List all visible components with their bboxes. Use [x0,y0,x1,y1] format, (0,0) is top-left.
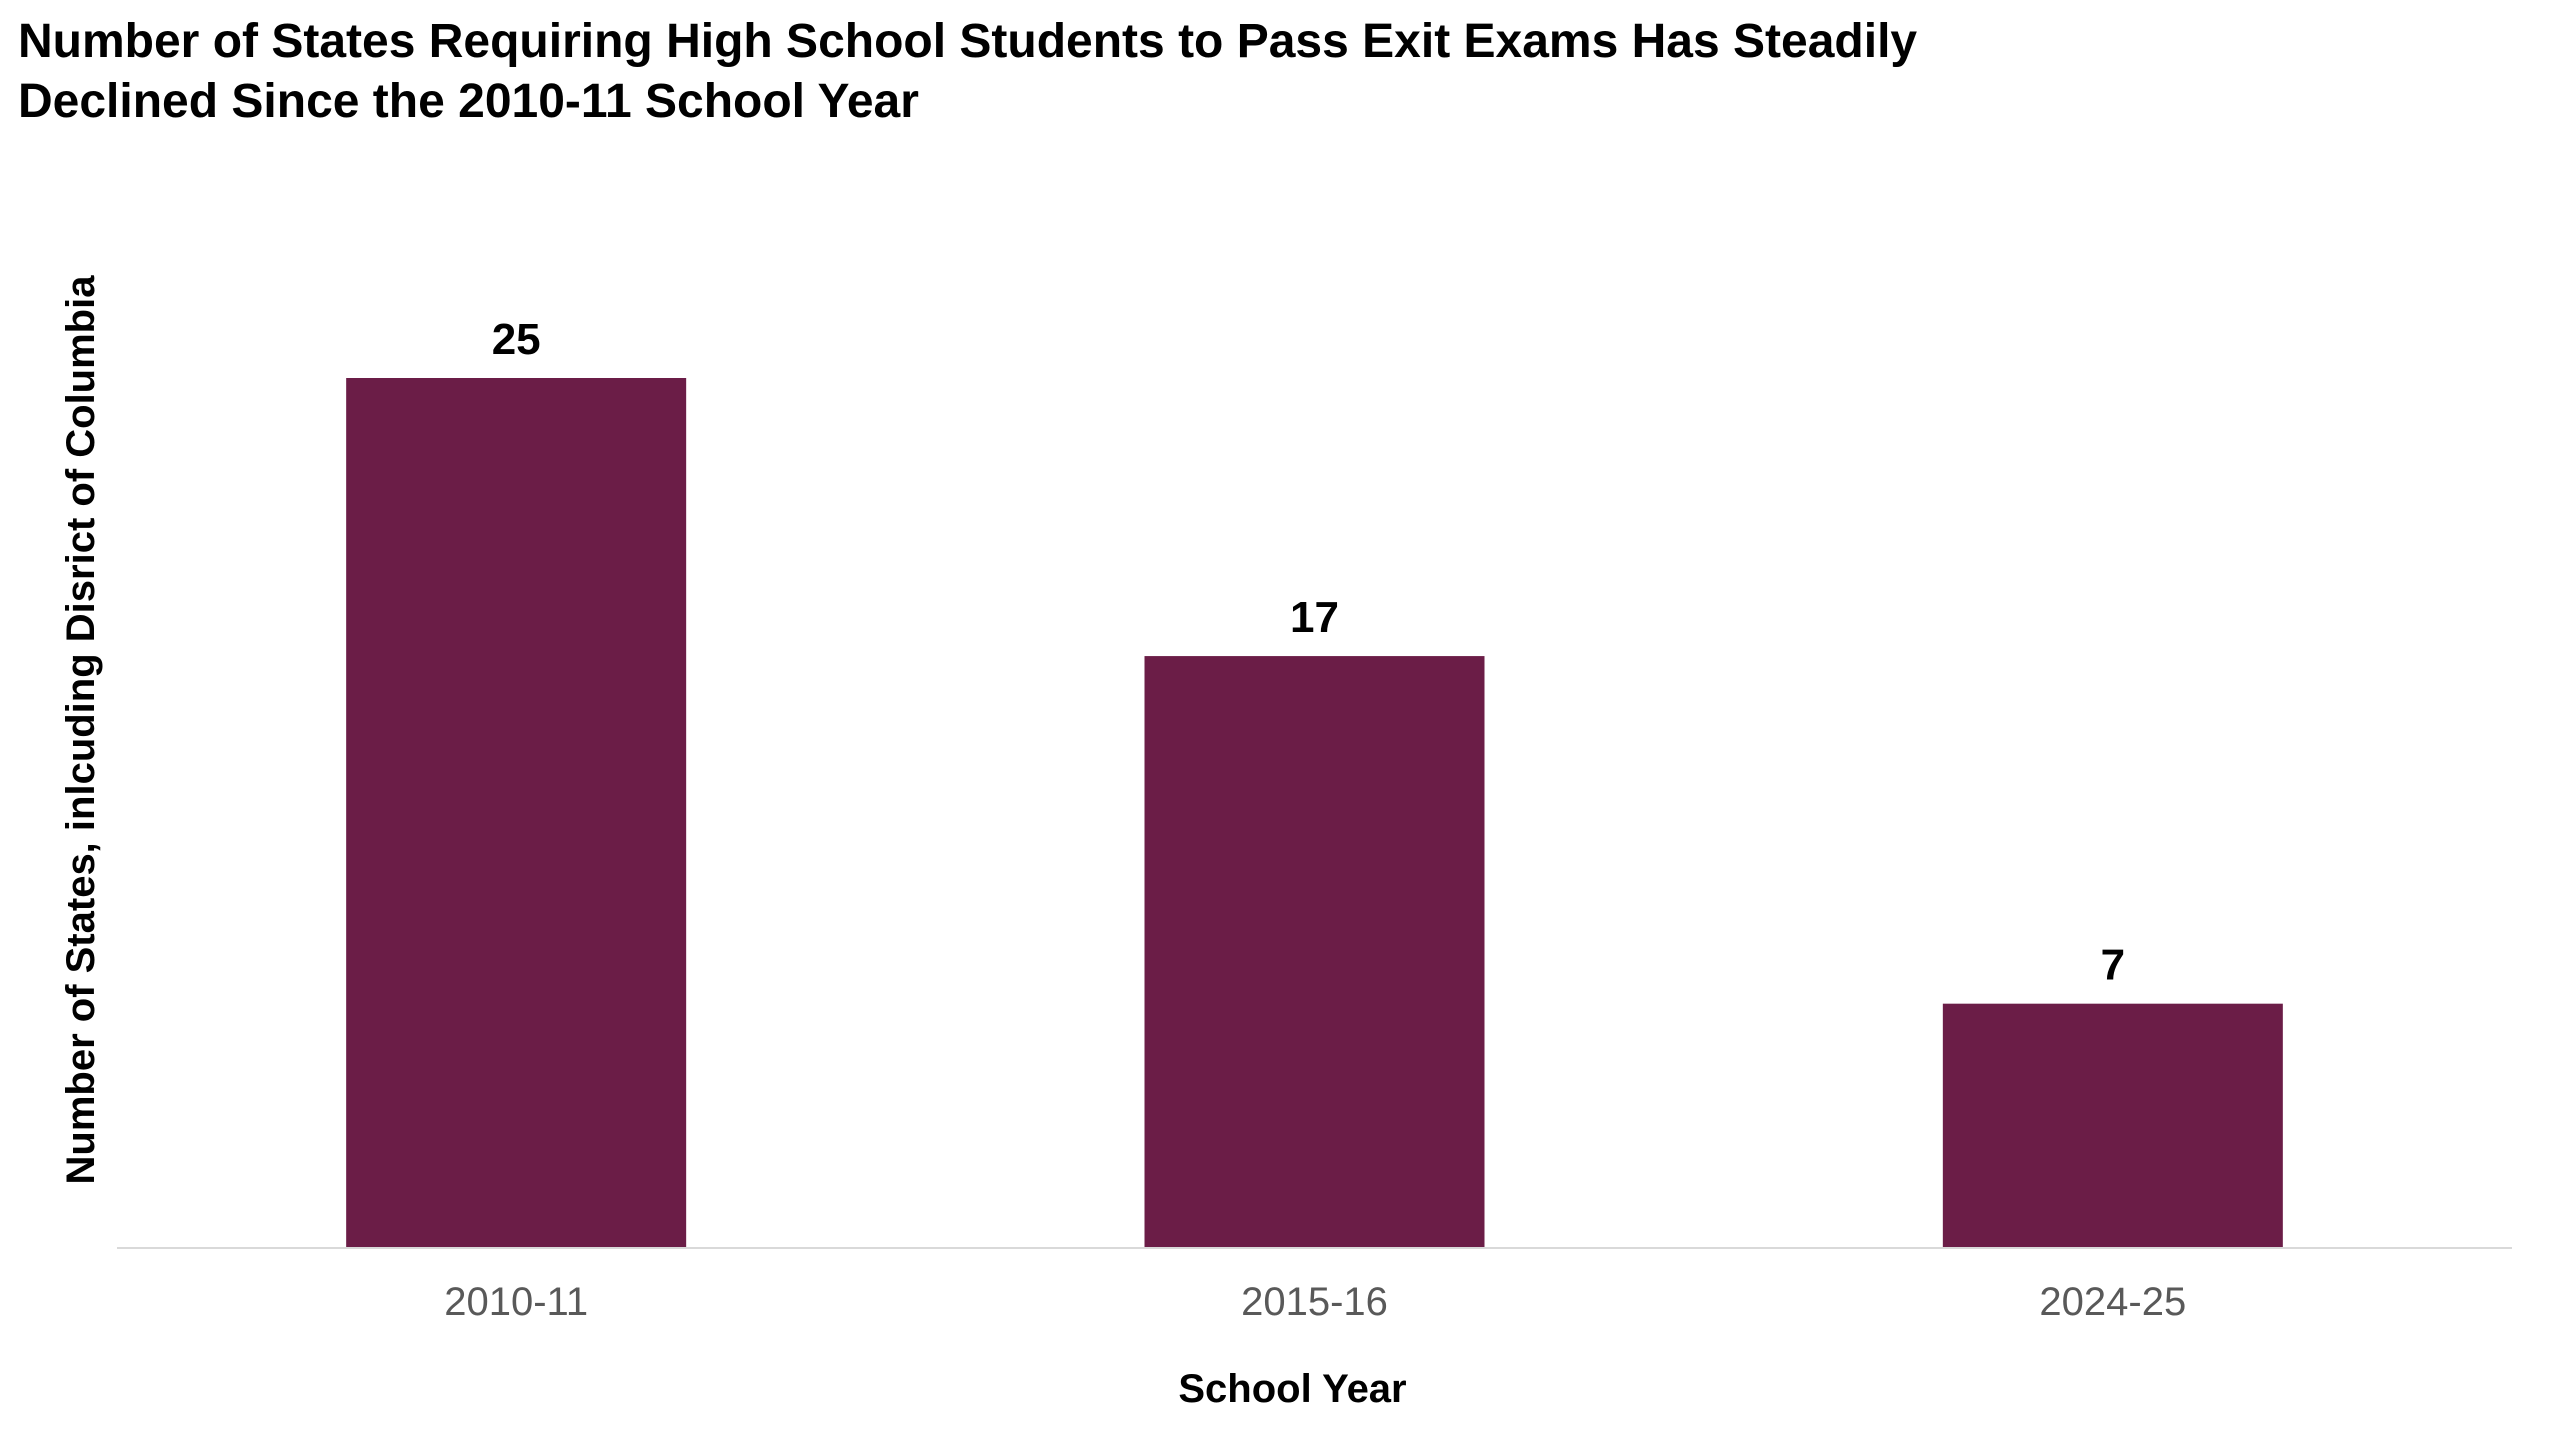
data-labels: 25 17 7 [492,315,2125,990]
x-tick-labels: 2010-11 2015-16 2024-25 [444,1280,2186,1324]
bar-2015-16 [1144,656,1485,1247]
x-tick-label-2010-11: 2010-11 [444,1280,588,1324]
bar-2010-11 [346,378,687,1247]
x-tick-label-2015-16: 2015-16 [1241,1280,1388,1324]
bars-group [346,378,2283,1247]
bar-2024-25 [1942,1003,2283,1247]
chart-title: Number of States Requiring High School S… [18,15,1918,128]
data-label-2015-16: 17 [1290,593,1339,642]
y-axis-title: Number of States, inlcuding Disrict of C… [59,275,103,1185]
x-tick-label-2024-25: 2024-25 [2039,1280,2186,1324]
data-label-2010-11: 25 [492,315,541,364]
x-axis-title: School Year [1178,1367,1406,1411]
data-label-2024-25: 7 [2101,941,2125,990]
